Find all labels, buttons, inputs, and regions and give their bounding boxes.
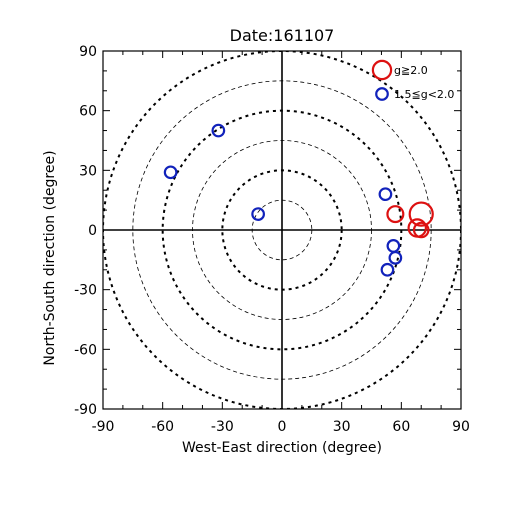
- y-axis-title: North-South direction (degree): [42, 150, 58, 365]
- blue-data-point: [378, 187, 393, 202]
- x-tick-label: -60: [151, 419, 174, 435]
- y-tick-label: 60: [79, 104, 97, 120]
- y-tick-label: -30: [74, 283, 97, 299]
- x-tick-label: 30: [333, 419, 351, 435]
- y-tick-label: 30: [79, 163, 97, 179]
- chart-title: Date:161107: [230, 26, 335, 45]
- blue-data-point: [251, 207, 265, 221]
- legend-label: g≧2.0: [394, 64, 428, 77]
- blue-data-point: [388, 250, 403, 265]
- blue-data-point: [163, 165, 178, 180]
- red-data-point: [408, 201, 434, 227]
- x-axis-title: West-East direction (degree): [182, 440, 382, 456]
- x-tick-label: 0: [278, 419, 287, 435]
- x-tick-label: 60: [392, 419, 410, 435]
- blue-data-point: [380, 262, 395, 277]
- x-tick-label: 90: [452, 419, 470, 435]
- y-tick-label: -60: [74, 342, 97, 358]
- legend-marker: [371, 59, 393, 81]
- red-data-point: [386, 205, 405, 224]
- y-tick-label: 90: [79, 44, 97, 60]
- blue-data-point: [386, 239, 401, 253]
- red-data-point: [412, 221, 430, 239]
- legend-marker: [375, 87, 389, 101]
- x-tick-label: -90: [92, 419, 115, 435]
- blue-data-point: [211, 123, 226, 138]
- y-tick-label: -90: [74, 402, 97, 418]
- legend-label: 1.5≦g<2.0: [394, 88, 454, 101]
- y-tick-label: 0: [88, 223, 97, 239]
- x-tick-label: -30: [211, 419, 234, 435]
